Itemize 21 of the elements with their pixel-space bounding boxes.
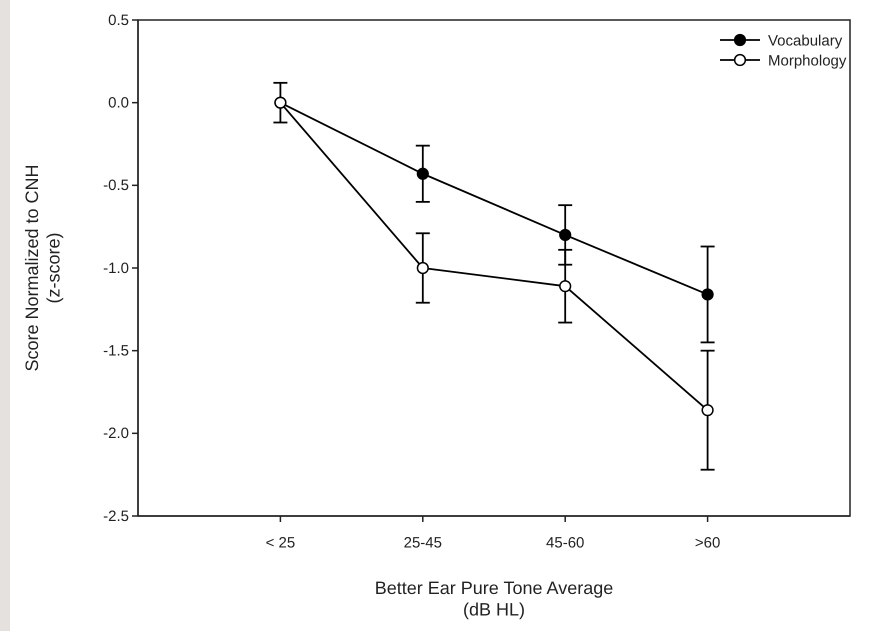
y-tick-label: -1.5 [103,342,129,360]
x-tick-label: 25-45 [404,534,442,552]
x-tick-label: < 25 [266,534,296,552]
x-tick-label: 45-60 [546,534,584,552]
y-tick-label: 0.0 [108,94,129,112]
point [559,280,572,292]
point [559,228,572,242]
point [702,288,714,301]
y-tick-label: 0.5 [108,12,129,29]
legend-label: Morphology [768,52,847,70]
point [702,404,714,416]
legend-label: Vocabulary [768,32,843,50]
y-tick-label: -1.0 [103,260,129,277]
x-tick-label: >60 [694,534,720,552]
point [416,262,429,274]
y-tick-label: -0.5 [103,177,129,194]
y-tick-label: -2.0 [103,425,129,442]
y-tick-label: -2.5 [103,508,129,525]
point [416,168,429,180]
x-axis-title: Better Ear Pure Tone Average (dB HL) [374,578,614,620]
y-axis-title: Score Normalized to CNH (z-score) [22,164,64,372]
